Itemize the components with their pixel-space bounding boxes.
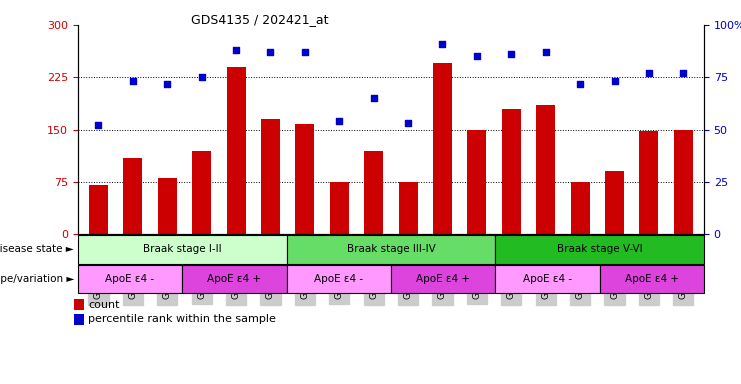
- Bar: [536, 105, 555, 234]
- Point: [643, 70, 655, 76]
- Bar: [639, 131, 658, 234]
- Bar: [74, 299, 84, 310]
- Bar: [78, 265, 182, 293]
- Point: [471, 53, 483, 60]
- Bar: [287, 235, 495, 264]
- Point: [299, 49, 310, 55]
- Bar: [287, 265, 391, 293]
- Bar: [674, 130, 693, 234]
- Point: [368, 95, 379, 101]
- Text: ApoE ε4 -: ApoE ε4 -: [523, 274, 572, 284]
- Point: [162, 81, 173, 87]
- Bar: [399, 182, 417, 234]
- Bar: [124, 157, 142, 234]
- Bar: [391, 265, 495, 293]
- Point: [127, 78, 139, 84]
- Point: [574, 81, 586, 87]
- Bar: [495, 265, 599, 293]
- Text: percentile rank within the sample: percentile rank within the sample: [88, 314, 276, 324]
- Bar: [495, 235, 704, 264]
- Text: Braak stage III-IV: Braak stage III-IV: [347, 244, 435, 255]
- Bar: [158, 179, 176, 234]
- Point: [230, 47, 242, 53]
- Bar: [89, 185, 108, 234]
- Text: Braak stage V-VI: Braak stage V-VI: [556, 244, 642, 255]
- Point: [677, 70, 689, 76]
- Point: [93, 122, 104, 129]
- Point: [333, 118, 345, 124]
- Text: ApoE ε4 +: ApoE ε4 +: [207, 274, 262, 284]
- Bar: [502, 109, 521, 234]
- Text: ApoE ε4 +: ApoE ε4 +: [416, 274, 470, 284]
- Bar: [296, 124, 314, 234]
- Text: disease state ►: disease state ►: [0, 244, 74, 255]
- Text: GDS4135 / 202421_at: GDS4135 / 202421_at: [190, 13, 328, 26]
- Text: Braak stage I-II: Braak stage I-II: [143, 244, 222, 255]
- Bar: [365, 151, 383, 234]
- Text: ApoE ε4 +: ApoE ε4 +: [625, 274, 679, 284]
- Text: ApoE ε4 -: ApoE ε4 -: [105, 274, 155, 284]
- Point: [196, 74, 207, 80]
- Bar: [330, 182, 349, 234]
- Bar: [468, 130, 486, 234]
- Bar: [261, 119, 280, 234]
- Text: count: count: [88, 300, 120, 310]
- Bar: [74, 314, 84, 324]
- Point: [539, 49, 551, 55]
- Bar: [571, 182, 590, 234]
- Bar: [192, 151, 211, 234]
- Bar: [605, 171, 624, 234]
- Text: ApoE ε4 -: ApoE ε4 -: [314, 274, 363, 284]
- Bar: [433, 63, 452, 234]
- Bar: [227, 67, 245, 234]
- Point: [505, 51, 517, 57]
- Bar: [599, 265, 704, 293]
- Point: [265, 49, 276, 55]
- Text: genotype/variation ►: genotype/variation ►: [0, 274, 74, 284]
- Bar: [182, 265, 287, 293]
- Point: [402, 120, 414, 126]
- Point: [436, 41, 448, 47]
- Bar: [78, 235, 287, 264]
- Point: [608, 78, 620, 84]
